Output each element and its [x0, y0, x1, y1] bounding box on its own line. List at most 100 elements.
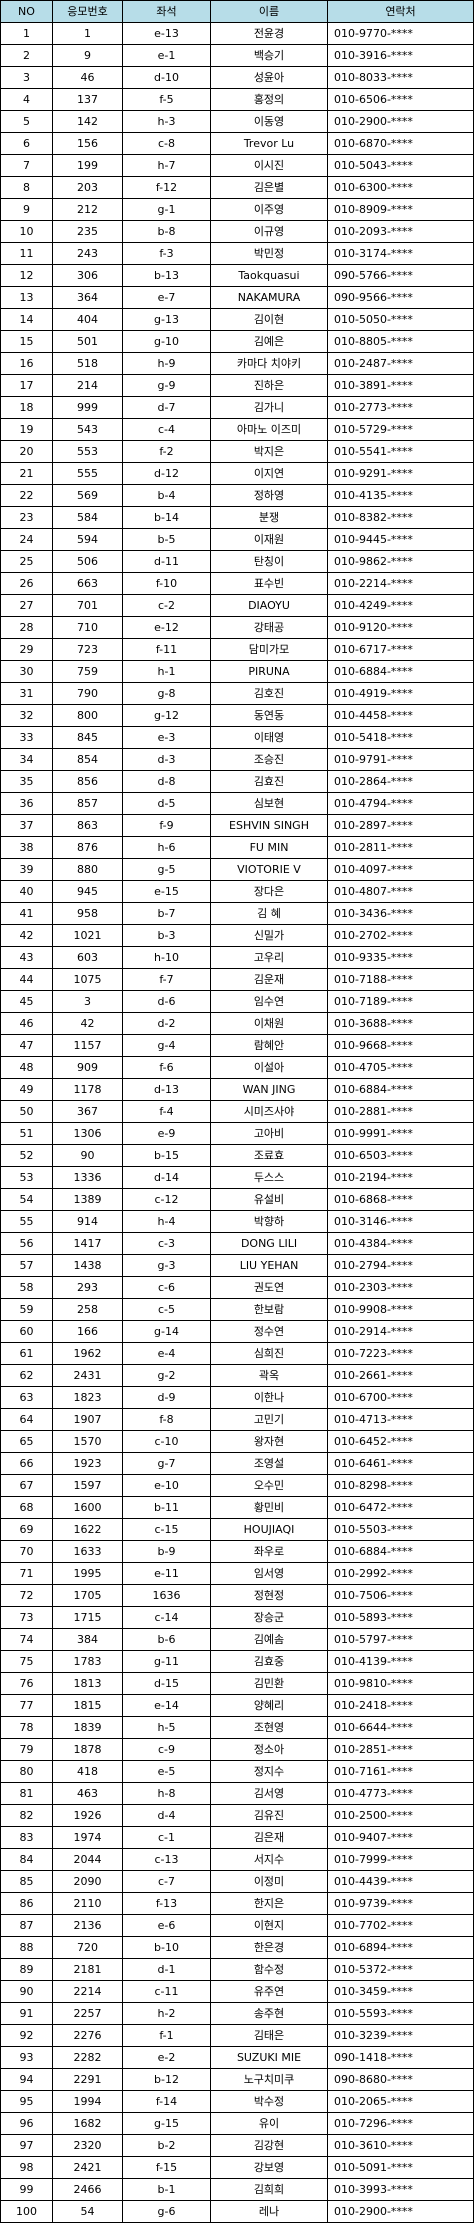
cell-contact: 010-8909-****	[327, 198, 474, 221]
cell-no: 29	[0, 638, 53, 661]
cell-no: 78	[0, 1716, 53, 1739]
table-row: 8 203 f-12 김은별 010-6300-****	[0, 176, 474, 199]
cell-entry-number: 2320	[52, 2134, 123, 2157]
cell-no: 75	[0, 1650, 53, 1673]
table-row: 92 2276 f-1 김태은 010-3239-****	[0, 2024, 474, 2047]
cell-entry-number: 958	[52, 902, 123, 925]
cell-entry-number: 880	[52, 858, 123, 881]
cell-seat: g-5	[122, 858, 211, 881]
cell-entry-number: 720	[52, 1936, 123, 1959]
cell-name: 이동영	[210, 110, 328, 133]
cell-no: 3	[0, 66, 53, 89]
cell-name: 조현영	[210, 1716, 328, 1739]
table-row: 20 553 f-2 박지은 010-5541-****	[0, 440, 474, 463]
cell-contact: 010-2851-****	[327, 1738, 474, 1761]
cell-no: 47	[0, 1034, 53, 1057]
cell-contact: 010-2487-****	[327, 352, 474, 375]
table-row: 93 2282 e-2 SUZUKI MIE 090-1418-****	[0, 2046, 474, 2069]
cell-entry-number: 142	[52, 110, 123, 133]
cell-contact: 010-4713-****	[327, 1408, 474, 1431]
table-row: 96 1682 g-15 유이 010-7296-****	[0, 2112, 474, 2135]
cell-entry-number: 506	[52, 550, 123, 573]
cell-entry-number: 2214	[52, 1980, 123, 2003]
table-row: 85 2090 c-7 이정미 010-4439-****	[0, 1870, 474, 1893]
cell-contact: 010-4919-****	[327, 682, 474, 705]
cell-contact: 010-2900-****	[327, 2200, 474, 2223]
header-name: 이름	[210, 0, 328, 23]
cell-entry-number: 1962	[52, 1342, 123, 1365]
cell-seat: e-13	[122, 22, 211, 45]
cell-entry-number: 2090	[52, 1870, 123, 1893]
cell-no: 11	[0, 242, 53, 265]
cell-contact: 010-2065-****	[327, 2090, 474, 2113]
cell-seat: b-15	[122, 1144, 211, 1167]
cell-entry-number: 367	[52, 1100, 123, 1123]
cell-entry-number: 1178	[52, 1078, 123, 1101]
cell-contact: 010-3436-****	[327, 902, 474, 925]
cell-name: 박지은	[210, 440, 328, 463]
cell-entry-number: 1926	[52, 1804, 123, 1827]
cell-seat: e-4	[122, 1342, 211, 1365]
cell-seat: d-4	[122, 1804, 211, 1827]
cell-name: 왕자현	[210, 1430, 328, 1453]
cell-contact: 010-9991-****	[327, 1122, 474, 1145]
cell-contact: 010-2093-****	[327, 220, 474, 243]
cell-name: 이시진	[210, 154, 328, 177]
cell-no: 85	[0, 1870, 53, 1893]
cell-entry-number: 2257	[52, 2002, 123, 2025]
table-row: 21 555 d-12 이지연 010-9291-****	[0, 462, 474, 485]
cell-seat: e-11	[122, 1562, 211, 1585]
cell-contact: 010-6717-****	[327, 638, 474, 661]
cell-entry-number: 2136	[52, 1914, 123, 1937]
cell-entry-number: 1994	[52, 2090, 123, 2113]
cell-contact: 010-5893-****	[327, 1606, 474, 1629]
cell-entry-number: 166	[52, 1320, 123, 1343]
cell-seat: f-10	[122, 572, 211, 595]
cell-entry-number: 3	[52, 990, 123, 1013]
cell-entry-number: 1995	[52, 1562, 123, 1585]
table-row: 15 501 g-10 김예은 010-8805-****	[0, 330, 474, 353]
cell-seat: f-3	[122, 242, 211, 265]
cell-name: PIRUNA	[210, 660, 328, 683]
cell-seat: d-2	[122, 1012, 211, 1035]
cell-no: 41	[0, 902, 53, 925]
table-row: 44 1075 f-7 김운재 010-7188-****	[0, 968, 474, 991]
cell-entry-number: 463	[52, 1782, 123, 1805]
cell-name: 김효진	[210, 770, 328, 793]
table-row: 27 701 c-2 DIAOYU 010-4249-****	[0, 594, 474, 617]
cell-name: 강보영	[210, 2156, 328, 2179]
cell-no: 21	[0, 462, 53, 485]
table-row: 18 999 d-7 김가니 010-2773-****	[0, 396, 474, 419]
cell-seat: d-10	[122, 66, 211, 89]
cell-name: Trevor Lu	[210, 132, 328, 155]
cell-seat: c-14	[122, 1606, 211, 1629]
cell-name: 김태은	[210, 2024, 328, 2047]
cell-seat: h-5	[122, 1716, 211, 1739]
cell-seat: d-3	[122, 748, 211, 771]
cell-no: 16	[0, 352, 53, 375]
cell-name: 정수연	[210, 1320, 328, 1343]
cell-seat: b-5	[122, 528, 211, 551]
cell-contact: 010-5091-****	[327, 2156, 474, 2179]
cell-name: 이주영	[210, 198, 328, 221]
cell-contact: 010-9862-****	[327, 550, 474, 573]
cell-name: 이규영	[210, 220, 328, 243]
cell-contact: 010-2811-****	[327, 836, 474, 859]
cell-entry-number: 2431	[52, 1364, 123, 1387]
cell-entry-number: 1075	[52, 968, 123, 991]
cell-contact: 010-3459-****	[327, 1980, 474, 2003]
cell-name: 김 혜	[210, 902, 328, 925]
cell-name: 담미가모	[210, 638, 328, 661]
cell-entry-number: 845	[52, 726, 123, 749]
cell-seat: g-9	[122, 374, 211, 397]
cell-contact: 010-3688-****	[327, 1012, 474, 1035]
cell-entry-number: 800	[52, 704, 123, 727]
cell-entry-number: 914	[52, 1210, 123, 1233]
cell-seat: h-6	[122, 836, 211, 859]
cell-entry-number: 863	[52, 814, 123, 837]
cell-name: 동연동	[210, 704, 328, 727]
cell-name: 정지수	[210, 1760, 328, 1783]
cell-seat: b-2	[122, 2134, 211, 2157]
cell-entry-number: 9	[52, 44, 123, 67]
table-row: 88 720 b-10 한은경 010-6894-****	[0, 1936, 474, 1959]
